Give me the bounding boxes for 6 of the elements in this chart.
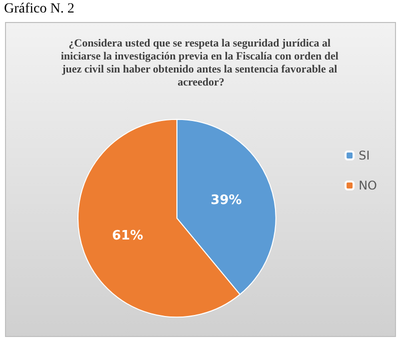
- legend-label: SI: [358, 148, 370, 162]
- data-label: 39%: [210, 192, 242, 208]
- data-label: 61%: [112, 228, 144, 244]
- legend-label: NO: [358, 178, 377, 192]
- chart-title: ¿Considera usted que se respeta la seguridad jurídica al iniciarse la investigación previa en la Fiscalía con orden del juez civil sin haber obtenido antes la sentencia favorable al acreedor?: [60, 38, 342, 88]
- text: Gráfico N. 2: [4, 2, 74, 16]
